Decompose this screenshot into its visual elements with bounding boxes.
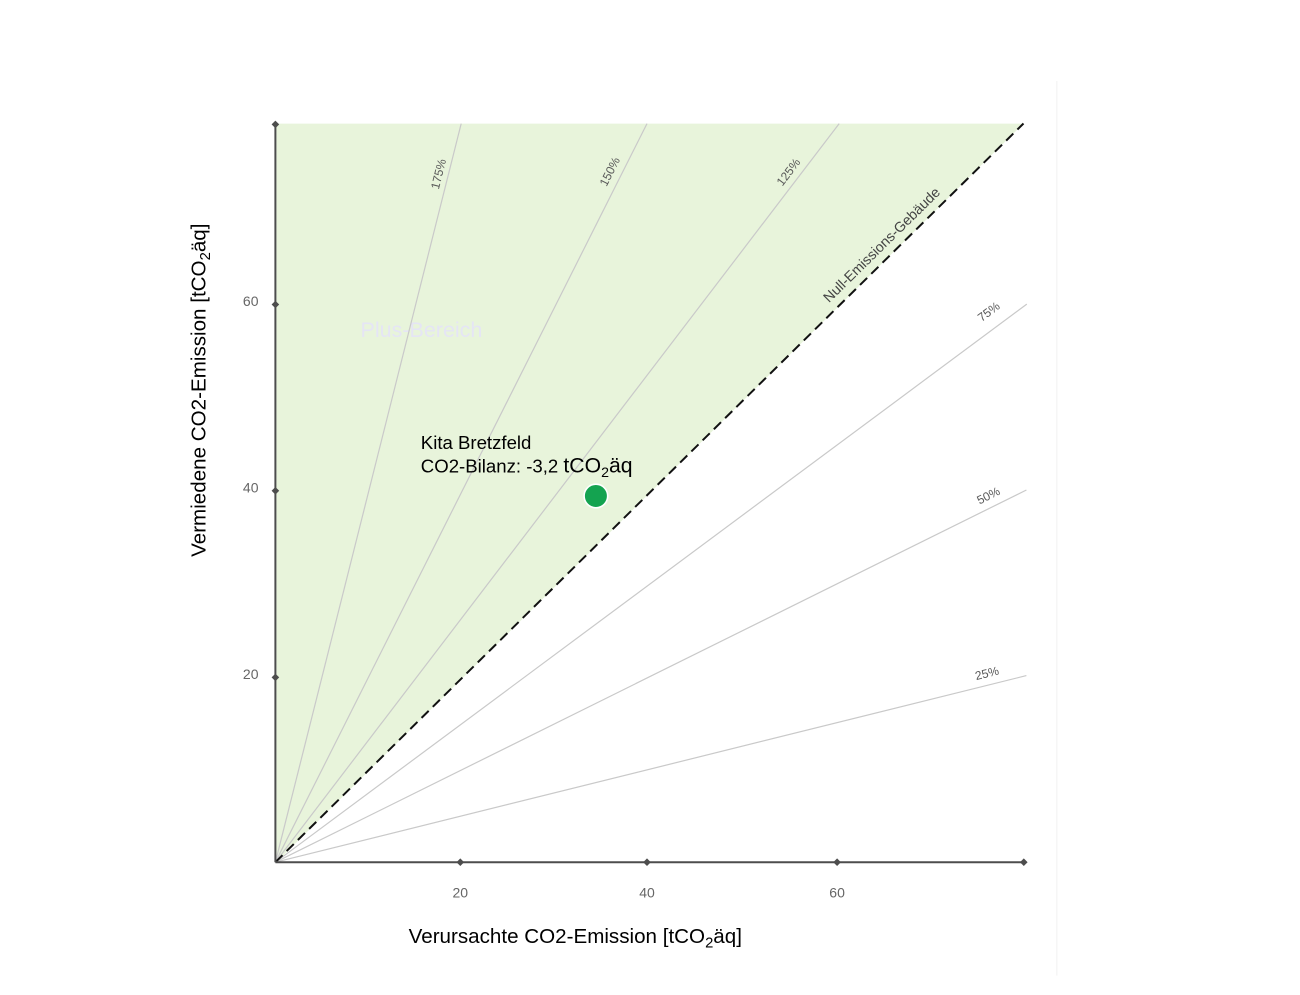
svg-text:60: 60 — [243, 293, 259, 309]
svg-text:25%: 25% — [974, 664, 1001, 683]
svg-text:20: 20 — [453, 885, 469, 901]
svg-text:Kita Bretzfeld: Kita Bretzfeld — [421, 432, 532, 453]
svg-text:Vermiedene CO2-Emission [tCO2ä: Vermiedene CO2-Emission [tCO2äq] — [188, 224, 215, 557]
svg-text:Verursachte CO2-Emission [tCO2: Verursachte CO2-Emission [tCO2äq] — [409, 925, 742, 952]
svg-text:20: 20 — [243, 666, 259, 682]
svg-text:60: 60 — [829, 885, 845, 901]
svg-text:40: 40 — [639, 885, 655, 901]
svg-text:40: 40 — [243, 479, 259, 495]
svg-text:Plus-Bereich: Plus-Bereich — [361, 318, 483, 342]
